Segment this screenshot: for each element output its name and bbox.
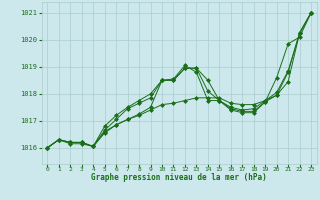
X-axis label: Graphe pression niveau de la mer (hPa): Graphe pression niveau de la mer (hPa) (91, 173, 267, 182)
